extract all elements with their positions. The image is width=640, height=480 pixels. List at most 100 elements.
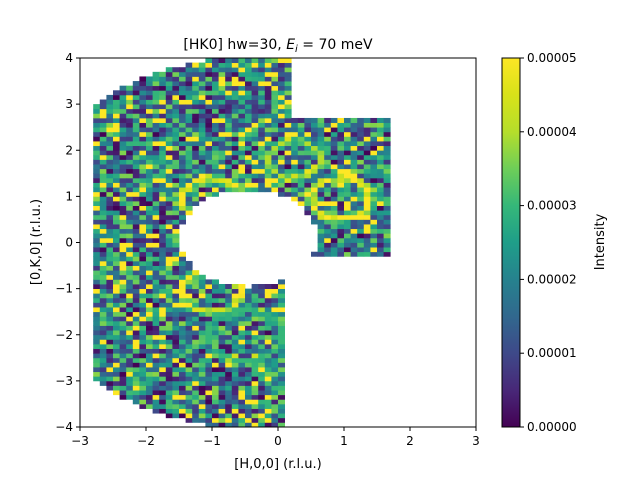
heatmap-cell [172,196,180,202]
heatmap-cell [185,205,193,211]
heatmap-cell [344,224,351,230]
heatmap-cell [231,182,239,188]
heatmap-cell [106,145,114,151]
heatmap-cell [344,173,351,179]
heatmap-cell [106,348,114,354]
heatmap-cell [251,357,259,363]
heatmap-cell [337,145,345,151]
heatmap-cell [238,311,246,317]
heatmap-cell [179,99,186,105]
heatmap-cell [218,71,226,77]
y-tick-label: 1 [65,189,73,203]
heatmap-cell [271,141,279,147]
colorbar-tick-label: 0.00004 [527,125,577,139]
heatmap-cell [113,90,120,96]
heatmap-cell [159,159,167,165]
heatmap-cell [179,136,186,142]
heatmap-cell [106,256,114,262]
heatmap-cell [185,297,193,303]
heatmap-cell [264,168,272,174]
heatmap-cell [185,367,193,373]
heatmap-cell [357,127,365,133]
heatmap-cell [231,348,239,354]
heatmap-cell [198,413,206,419]
heatmap-cell [251,90,259,96]
heatmap-cell [370,159,378,165]
heatmap-cell [212,390,219,396]
heatmap-cell [159,274,167,280]
heatmap-cell [106,136,114,142]
heatmap-cell [192,376,200,382]
heatmap-cell [284,94,292,100]
heatmap-cell [212,85,219,91]
heatmap-cell [317,150,325,156]
heatmap-cell [383,247,391,253]
heatmap-cell [238,136,246,142]
heatmap-cell [271,417,279,423]
heatmap-cell [159,297,167,303]
heatmap-cell [165,154,173,160]
heatmap-cell [218,131,226,137]
heatmap-cell [238,390,246,396]
heatmap-cell [192,334,200,340]
heatmap-cell [132,233,140,239]
heatmap-cell [93,127,101,133]
heatmap-cell [205,371,213,377]
heatmap-cell [291,131,299,137]
y-tick-label: −3 [55,374,73,388]
colorbar-tick-label: 0.00002 [527,272,577,286]
heatmap-cell [106,311,114,317]
heatmap-cell [304,127,312,133]
heatmap-cell [271,122,279,128]
heatmap-cell [139,311,147,317]
heatmap-cell [198,348,206,354]
heatmap-cell [212,417,219,423]
heatmap-cell [132,122,140,128]
heatmap-cell [205,330,213,336]
heatmap-cell [179,357,186,363]
heatmap-cell [198,371,206,377]
heatmap-cell [106,117,114,123]
heatmap-cell [231,104,239,110]
heatmap-cell [225,136,233,142]
heatmap-cell [271,187,279,193]
heatmap-cell [205,376,213,382]
heatmap-cell [179,279,186,285]
heatmap-cell [132,330,140,336]
heatmap-cell [324,210,332,216]
heatmap-cell [185,122,193,128]
heatmap-cell [126,187,134,193]
heatmap-cell [377,154,384,160]
heatmap-cell [278,173,285,179]
heatmap-cell [337,127,345,133]
heatmap-cell [165,99,173,105]
heatmap-cell [93,233,101,239]
heatmap-cell [258,122,266,128]
heatmap-cell [192,150,200,156]
heatmap-cell [192,94,200,100]
heatmap-cell [304,145,312,151]
heatmap-cell [251,353,259,359]
heatmap-cell [179,284,186,290]
heatmap-cell [93,302,101,308]
heatmap-cell [231,320,239,326]
heatmap-cell [231,399,239,405]
heatmap-cell [172,339,180,345]
heatmap-cell [317,164,325,170]
heatmap-cell [185,284,193,290]
heatmap-cell [165,159,173,165]
heatmap-cell [113,145,120,151]
heatmap-cell [317,247,325,253]
heatmap-cell [185,274,193,280]
heatmap-cell [238,141,246,147]
heatmap-cell [238,131,246,137]
heatmap-cell [152,233,160,239]
heatmap-cell [93,279,101,285]
heatmap-cell [113,376,120,382]
heatmap-cell [139,81,147,87]
heatmap-cell [113,168,120,174]
heatmap-cell [225,311,233,317]
heatmap-cell [258,403,266,409]
heatmap-cell [146,228,153,234]
heatmap-cell [159,90,167,96]
